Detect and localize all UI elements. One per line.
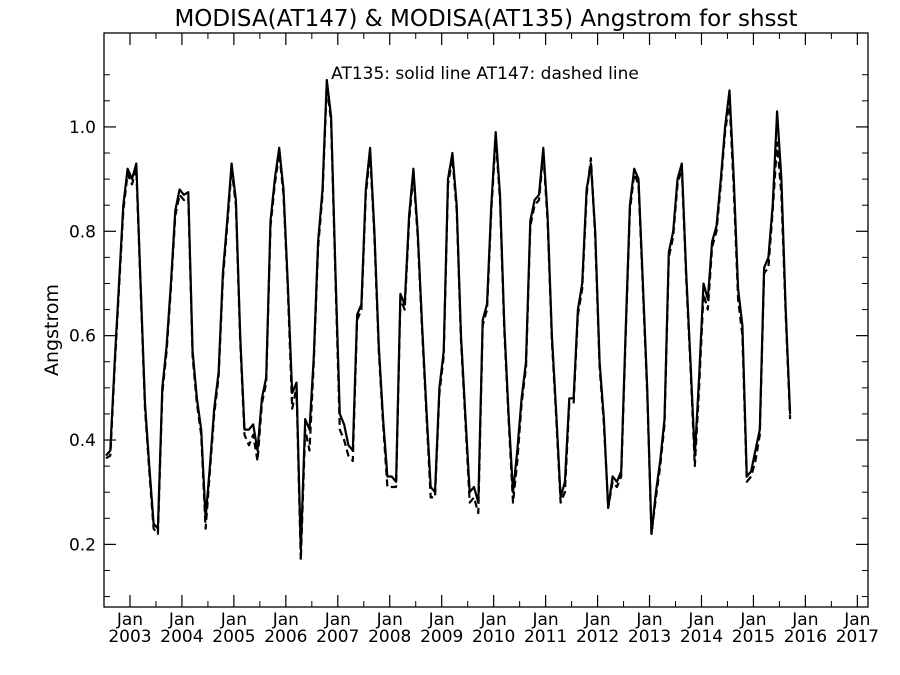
x-tick-month-label: Jan [324, 610, 351, 630]
y-tick-label: 0.6 [69, 327, 96, 347]
x-tick-month-label: Jan [220, 610, 247, 630]
x-tick-year-label: 2003 [108, 627, 151, 647]
x-tick-year-label: 2017 [836, 627, 879, 647]
series-line-at135 [105, 78, 792, 551]
x-tick-year-label: 2008 [368, 627, 411, 647]
x-tick-year-label: 2006 [264, 627, 307, 647]
x-tick-year-label: 2005 [212, 627, 255, 647]
x-tick-month-label: Jan [376, 610, 403, 630]
x-tick-year-label: 2007 [316, 627, 359, 647]
x-tick-month-label: Jan [635, 610, 662, 630]
x-tick-year-label: 2004 [160, 627, 203, 647]
y-axis-label: Angstrom [41, 284, 63, 376]
x-tick-month-label: Jan [168, 610, 195, 630]
x-tick-month-label: Jan [428, 610, 455, 630]
y-tick-label: 0.8 [69, 222, 96, 242]
plot-area-frame [103, 32, 869, 608]
chart-annotation: AT135: solid line AT147: dashed line [331, 64, 639, 84]
x-tick-year-label: 2013 [628, 627, 671, 647]
x-tick-month-label: Jan [687, 610, 714, 630]
x-tick-year-label: 2015 [732, 627, 775, 647]
x-tick-month-label: Jan [583, 610, 610, 630]
x-tick-year-label: 2014 [680, 627, 723, 647]
chart-title: MODISA(AT147) & MODISA(AT135) Angstrom f… [174, 6, 797, 32]
x-tick-month-label: Jan [739, 610, 766, 630]
y-tick-label: 0.4 [69, 431, 96, 451]
x-tick-year-label: 2011 [524, 627, 567, 647]
y-axis-ticks: 0.2 0.4 0.6 0.8 1.0 [69, 74, 868, 598]
x-tick-month-label: Jan [116, 610, 143, 630]
x-tick-year-label: 2010 [472, 627, 515, 647]
x-tick-year-label: 2016 [784, 627, 827, 647]
x-tick-month-label: Jan [532, 610, 559, 630]
x-tick-month-label: Jan [843, 610, 870, 630]
x-axis-ticks: Jan2003Jan2004Jan2005Jan2006Jan2007Jan20… [103, 33, 879, 647]
x-tick-month-label: Jan [272, 610, 299, 630]
y-tick-label: 1.0 [69, 118, 96, 138]
x-tick-month-label: Jan [480, 610, 507, 630]
y-tick-label: 0.2 [69, 535, 96, 555]
x-tick-month-label: Jan [791, 610, 818, 630]
x-tick-year-label: 2009 [420, 627, 463, 647]
series-layer [105, 78, 792, 562]
x-tick-year-label: 2012 [576, 627, 619, 647]
